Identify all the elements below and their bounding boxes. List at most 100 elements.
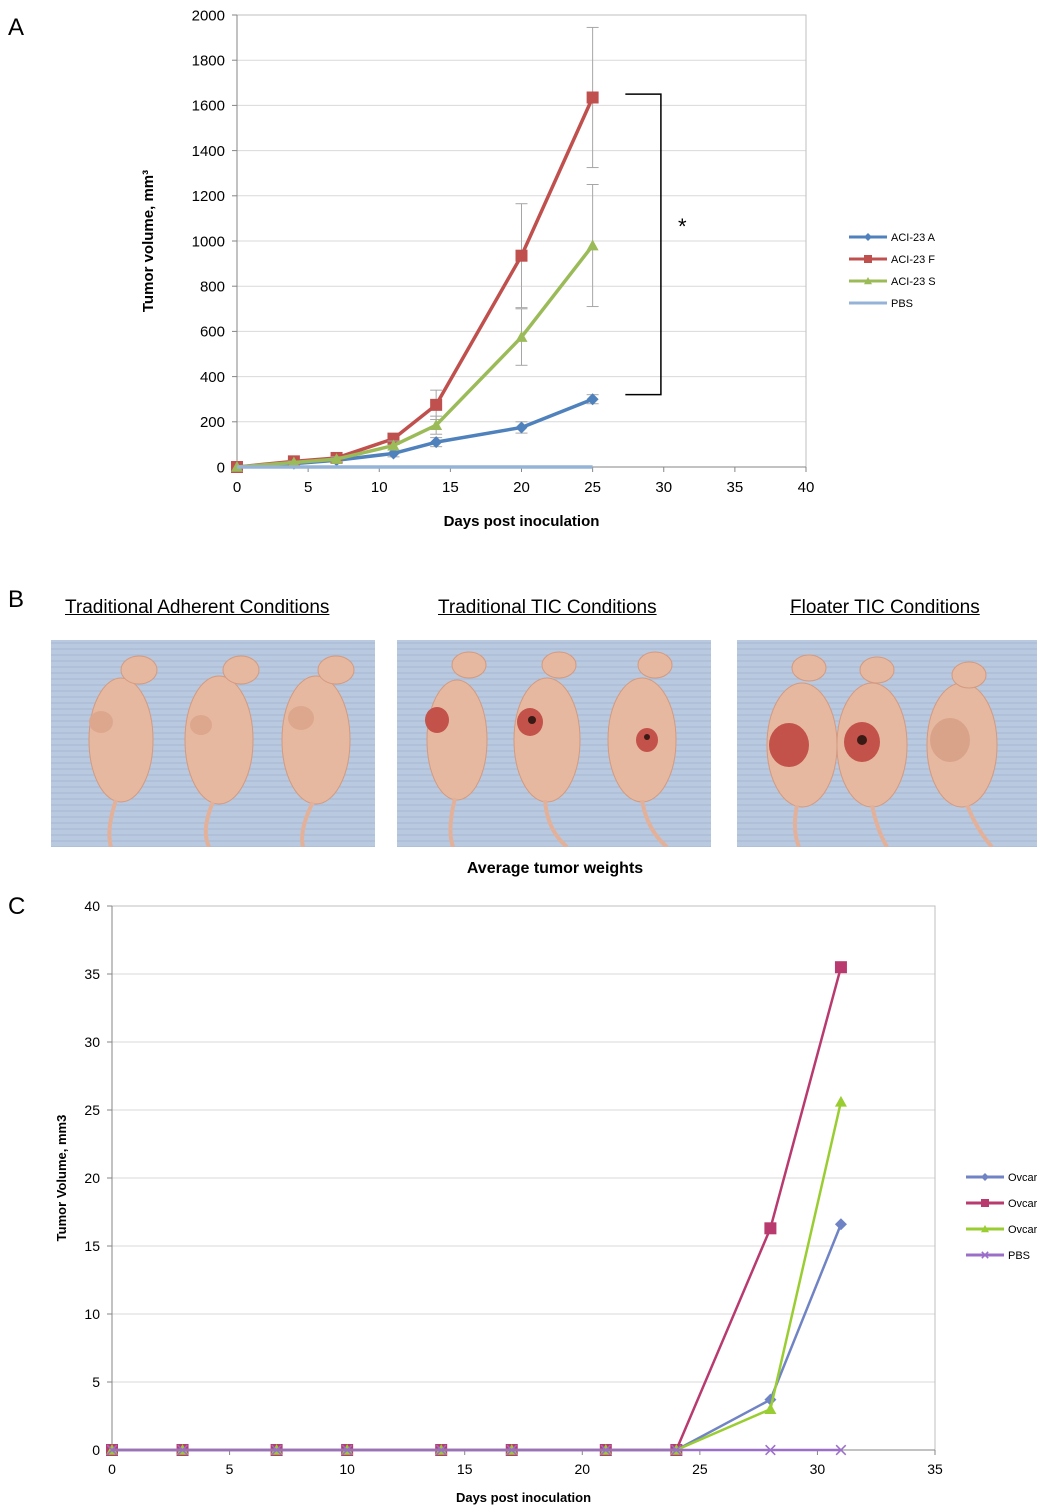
data-point bbox=[515, 249, 528, 262]
y-tick-label: 0 bbox=[92, 1442, 100, 1458]
y-tick-label: 1800 bbox=[192, 52, 225, 69]
legend-marker bbox=[981, 1251, 989, 1259]
data-point bbox=[764, 1222, 777, 1235]
data-point bbox=[834, 1218, 847, 1231]
legend-label: Ovcar5 bbox=[1008, 1198, 1037, 1210]
section-title-adherent: Traditional Adherent Conditions bbox=[65, 597, 330, 618]
y-tick-label: 30 bbox=[84, 1034, 100, 1050]
x-tick-label: 20 bbox=[574, 1461, 590, 1477]
data-point bbox=[430, 419, 443, 430]
data-point bbox=[430, 436, 443, 449]
data-point bbox=[586, 239, 599, 251]
data-point bbox=[600, 1444, 612, 1456]
y-tick-label: 25 bbox=[84, 1102, 100, 1118]
legend-label: ACI-23 S bbox=[891, 276, 936, 288]
x-tick-label: 10 bbox=[339, 1461, 355, 1477]
y-tick-label: 40 bbox=[84, 898, 100, 914]
data-point bbox=[330, 453, 343, 464]
y-tick-label: 2000 bbox=[192, 7, 225, 24]
data-point bbox=[435, 1444, 447, 1456]
data-point bbox=[515, 331, 528, 342]
y-tick-label: 1600 bbox=[192, 98, 225, 115]
legend-marker bbox=[864, 255, 872, 263]
data-point bbox=[764, 1403, 777, 1414]
data-point bbox=[586, 91, 599, 104]
y-tick-label: 0 bbox=[217, 459, 225, 476]
legend-label: PBS bbox=[1008, 1250, 1030, 1262]
data-point bbox=[271, 1444, 282, 1456]
legend-marker bbox=[981, 1225, 989, 1233]
panel-label-a: A bbox=[8, 14, 25, 41]
legend-marker bbox=[864, 277, 872, 285]
x-tick-label: 15 bbox=[457, 1461, 473, 1477]
data-point bbox=[387, 439, 400, 451]
legend-entry: Ovcar5 bbox=[966, 1198, 1037, 1210]
legend-entry: ACI-23 F bbox=[849, 254, 935, 266]
y-tick-label: 35 bbox=[84, 966, 100, 982]
y-tick-label: 20 bbox=[84, 1170, 100, 1186]
x-tick-label: 0 bbox=[108, 1461, 116, 1477]
series-line bbox=[112, 1101, 843, 1452]
section-title-tic: Traditional TIC Conditions bbox=[438, 597, 657, 618]
x-tick-label: 15 bbox=[442, 479, 459, 496]
x-tick-label: 30 bbox=[655, 479, 672, 496]
data-point bbox=[835, 1444, 847, 1456]
x-tick-label: 25 bbox=[692, 1461, 708, 1477]
data-point bbox=[341, 1444, 353, 1456]
legend-marker bbox=[864, 233, 872, 241]
legend-entry: ACI-23 A bbox=[849, 232, 936, 244]
significance-star: * bbox=[678, 214, 687, 239]
series-line bbox=[236, 96, 595, 469]
legend-marker bbox=[981, 1199, 989, 1207]
y-tick-label: 800 bbox=[200, 278, 225, 295]
y-tick-label: 600 bbox=[200, 324, 225, 341]
data-point bbox=[430, 398, 443, 411]
data-point bbox=[387, 432, 400, 445]
x-tick-label: 0 bbox=[233, 479, 241, 496]
mice-photo-adherent bbox=[51, 640, 375, 847]
data-point bbox=[106, 1444, 118, 1456]
chart-a: 0 200 400 600 800 1000 1200 1400 1600 1800 2000 0 5 1… bbox=[140, 7, 936, 530]
legend-marker bbox=[981, 1173, 989, 1181]
legend-label: Ovcar5 bbox=[1008, 1172, 1037, 1184]
x-tick-label: 40 bbox=[798, 479, 815, 496]
y-tick-label: 400 bbox=[200, 369, 225, 386]
data-point bbox=[287, 456, 300, 468]
x-axis-title: Days post inoculation bbox=[444, 513, 600, 530]
legend-entry: Ovcar5 bbox=[966, 1172, 1037, 1184]
data-point bbox=[834, 961, 847, 974]
y-tick-label: 1200 bbox=[192, 188, 225, 205]
series-line bbox=[236, 244, 595, 469]
data-point bbox=[834, 1095, 847, 1107]
data-point bbox=[177, 1444, 188, 1456]
x-tick-label: 20 bbox=[513, 479, 530, 496]
chart-c-title: Average tumor weights bbox=[466, 860, 644, 877]
data-point bbox=[586, 393, 599, 406]
x-tick-label: 35 bbox=[927, 1461, 943, 1477]
y-axis-title: Tumor Volume, mm3 bbox=[54, 1115, 69, 1242]
x-tick-label: 25 bbox=[584, 479, 601, 496]
legend-entry: ACI-23 S bbox=[849, 276, 936, 288]
x-tick-label: 30 bbox=[810, 1461, 826, 1477]
x-tick-label: 5 bbox=[226, 1461, 234, 1477]
y-tick-label: 10 bbox=[84, 1306, 100, 1322]
series-3 bbox=[106, 1444, 847, 1456]
panel-label-c: C bbox=[8, 893, 26, 920]
legend-entry: PBS bbox=[966, 1250, 1030, 1262]
x-tick-label: 5 bbox=[304, 479, 312, 496]
legend-label: ACI-23 F bbox=[891, 254, 935, 266]
mice-photo-tic bbox=[397, 640, 711, 847]
data-point bbox=[515, 421, 528, 434]
x-axis-title: Days post inoculation bbox=[456, 1490, 591, 1505]
panel-label-b: B bbox=[8, 586, 25, 613]
series-2 bbox=[231, 184, 599, 472]
significance-bracket bbox=[625, 93, 662, 396]
legend-entry: Ovcar5 bbox=[966, 1224, 1037, 1236]
y-tick-label: 5 bbox=[92, 1374, 100, 1390]
chart-c: 0 5 10 15 20 25 30 35 40 0 5 10 15 20 25 30 35 Days post … bbox=[54, 898, 1037, 1505]
series-line bbox=[112, 1223, 843, 1452]
series-0 bbox=[106, 1218, 847, 1456]
data-point bbox=[764, 1393, 777, 1406]
legend-entry: PBS bbox=[849, 298, 913, 310]
data-point bbox=[765, 1444, 776, 1456]
